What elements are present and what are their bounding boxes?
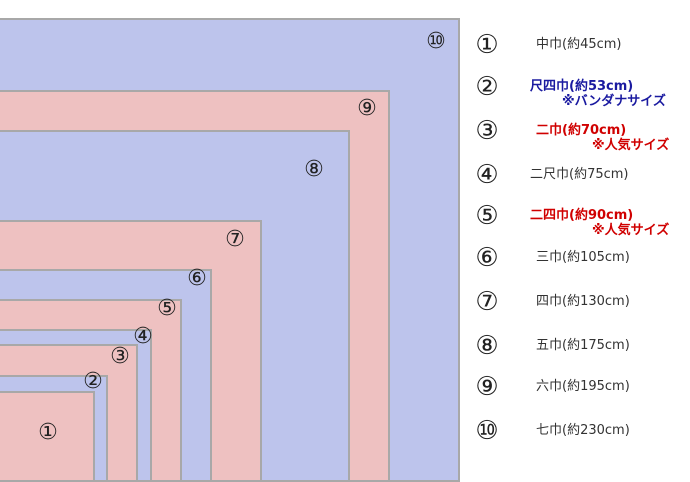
square-number-6: ⑥ [187,266,207,291]
legend-item-3: ③ 二巾(約70cm) ※人気サイズ [470,116,685,153]
legend-item-4: ④ 二尺巾(約75cm) [470,160,685,190]
legend-number: ⑨ [475,372,499,402]
legend-item-6: ⑥ 三巾(約105cm) [470,243,685,273]
legend-label: 六巾(約195cm) [536,379,630,394]
square-number-8: ⑧ [304,157,324,182]
legend-item-2: ② 尺四巾(約53cm) ※バンダナサイズ [470,72,685,109]
legend-label: 四巾(約130cm) [536,294,630,309]
legend-label: 五巾(約175cm) [536,338,630,353]
square-number-4: ④ [133,324,153,349]
legend-number: ④ [475,160,499,190]
legend-number: ⑥ [475,243,499,273]
square-number-5: ⑤ [157,296,177,321]
legend-item-7: ⑦ 四巾(約130cm) [470,287,685,317]
legend-item-8: ⑧ 五巾(約175cm) [470,331,685,361]
legend-label: 二巾(約70cm) [536,123,627,138]
square-number-2: ② [83,369,103,394]
square-number-9: ⑨ [357,96,377,121]
legend-label: 尺四巾(約53cm) [530,79,634,94]
legend-item-9: ⑨ 六巾(約195cm) [470,372,685,402]
legend-number: ⑩ [475,416,499,446]
legend-label: 二四巾(約90cm) [530,208,634,223]
size-square-1 [0,391,95,482]
legend-note: ※人気サイズ [592,138,670,153]
square-number-7: ⑦ [225,227,245,252]
legend-number: ⑧ [475,331,499,361]
legend-label: 三巾(約105cm) [536,250,630,265]
legend-number: ② [475,72,499,102]
legend-label: 二尺巾(約75cm) [530,167,629,182]
square-number-1: ① [38,420,58,445]
legend-number: ① [475,30,499,60]
square-number-10: ⑩ [426,29,446,54]
legend-number: ③ [475,116,499,146]
legend-label: 中巾(約45cm) [536,37,622,52]
legend-number: ⑤ [475,201,499,231]
legend-number: ⑦ [475,287,499,317]
legend-item-5: ⑤ 二四巾(約90cm) ※人気サイズ [470,201,685,238]
legend-item-10: ⑩ 七巾(約230cm) [470,416,685,446]
legend-label: 七巾(約230cm) [536,423,630,438]
square-number-3: ③ [110,344,130,369]
legend-item-1: ① 中巾(約45cm) [470,30,685,60]
legend-note: ※人気サイズ [592,223,670,238]
legend-note: ※バンダナサイズ [562,94,666,109]
